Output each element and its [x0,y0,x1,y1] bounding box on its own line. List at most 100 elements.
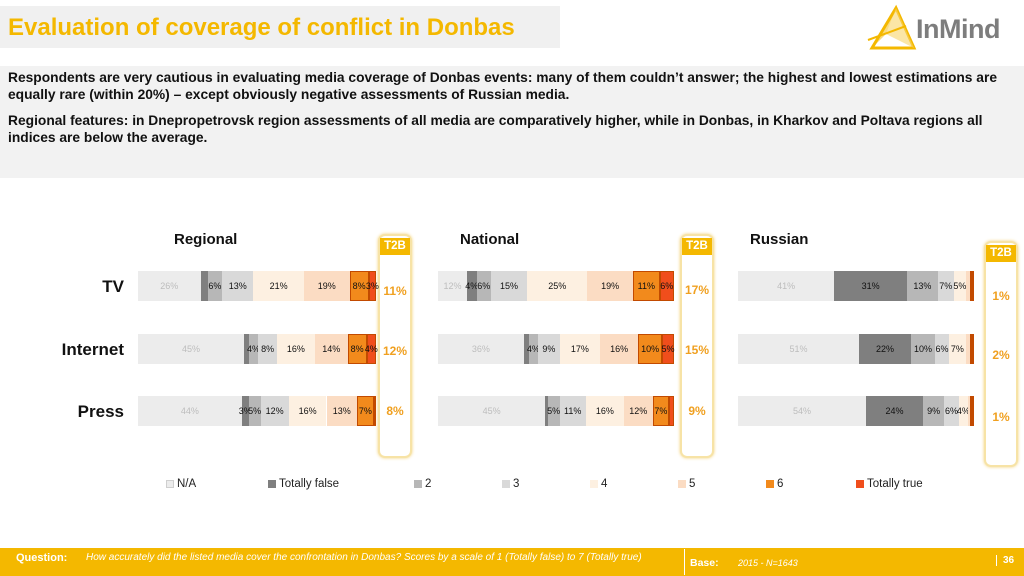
data-label: 6% [935,344,949,354]
data-label: 17% [570,344,589,354]
data-label: 8% [350,344,364,354]
data-label: 54% [793,406,812,416]
bar-segment-2: 4% [526,334,540,364]
legend-item-n/a: N/A [166,478,196,490]
data-label: 41% [777,281,796,291]
bar-segment-n/a: 26% [138,271,201,301]
legend-swatch [590,480,598,488]
bar-segment-5: 13% [326,396,358,426]
legend-label: Totally true [867,478,923,490]
data-label: 5% [953,281,967,291]
legend-label: 6 [777,478,784,490]
legend-swatch [268,480,276,488]
data-label: 9% [927,406,941,416]
t2b-value-regional-tv: 11% [383,284,407,298]
data-label: 12% [443,281,462,291]
data-label: 11% [563,406,582,416]
bar-segment-totally-false: 3% [238,396,252,426]
data-label: 45% [482,406,501,416]
question-label: Question: [16,552,68,564]
bar-segment-2: 4% [246,334,260,364]
question-text: How accurately did the listed media cove… [86,552,642,563]
bar-segment-4: 4% [956,396,970,426]
t2b-value-national-press: 9% [688,404,706,418]
data-label: 5% [661,344,675,354]
bar-segment-totally-false [523,334,529,364]
data-label: 13% [913,281,932,291]
bar-segment-totally-true [373,396,376,426]
bar-segment-3: 12% [260,396,289,426]
bar-segment-5: 12% [623,396,653,426]
legend-label: 2 [425,478,432,490]
triangle-logo-icon [867,4,917,50]
bar-segment-4: 21% [253,271,304,301]
bar-segment-totally-false [545,396,548,426]
t2b-header-regional: T2B [380,238,410,255]
legend-swatch [766,480,774,488]
bar-segment-3: 7% [937,271,955,301]
data-label: 25% [548,281,567,291]
legend-item-totally-true: Totally true [856,478,923,490]
data-label: 4% [526,344,540,354]
legend-item-6: 6 [766,478,783,490]
data-label: 6% [660,281,674,291]
category-label-tv: TV [102,277,124,296]
bar-segment-4: 25% [527,271,588,301]
bar-segment-3: 9% [538,334,560,364]
data-label: 4% [246,344,260,354]
bar-segment-2: 13% [907,271,938,301]
bar-segment-5 [965,334,971,364]
bar-segment-totally-false [200,271,208,301]
bar-segment-3: 6% [944,396,959,426]
data-label: 16% [298,406,317,416]
t2b-header-russian: T2B [986,245,1016,262]
lead-paragraph-1: Respondents are very cautious in evaluat… [8,70,998,102]
bar-segment-4: 17% [559,334,601,364]
bar-regional-press: 44% 3% 5% 12% 16% 13% 7% [138,396,376,426]
data-label: 5% [248,406,262,416]
bar-segment-2: 5% [547,396,561,426]
legend-label: 4 [601,478,608,490]
data-label: 24% [885,406,904,416]
data-label: 36% [471,344,490,354]
bar-segment-totally-false: 31% [834,271,908,301]
chart-legend: N/A Totally false 2 3 4 5 6 Totally true [0,478,1024,492]
bar-segment-n/a: 36% [438,334,524,364]
bar-segment-totally-false: 4% [465,271,478,301]
page-number: 36 [996,555,1020,566]
legend-swatch [856,480,864,488]
data-label: 13% [332,406,351,416]
data-label: 4% [956,406,970,416]
lead-paragraph-2: Regional features: in Dnepropetrovsk reg… [8,113,983,145]
data-label: 7% [358,406,372,416]
bar-segment-2: 9% [923,396,945,426]
bar-segment-n/a: 51% [738,334,859,364]
bar-segment-5: 19% [303,271,350,301]
footer-bar [0,548,1024,576]
legend-swatch [414,480,422,488]
bar-segment-3: 8% [258,334,278,364]
data-label: 7% [654,406,668,416]
base-label: Base: [690,557,719,569]
bar-segment-5 [968,396,971,426]
data-label: 3% [238,406,252,416]
bar-regional-tv: 26% 6% 13% 21% 19% 8% 3% [138,271,379,301]
data-label: 5% [547,406,561,416]
data-label: 8% [352,281,366,291]
bar-segment-totally-true [971,334,974,364]
legend-item-totally-false: Totally false [268,478,339,490]
bar-segment-6: 7% [357,396,374,426]
t2b-header-national: T2B [682,238,712,255]
data-label: 21% [269,281,288,291]
bar-segment-5: 19% [587,271,634,301]
bar-segment-6: 11% [633,271,660,301]
data-label: 12% [629,406,648,416]
bar-segment-n/a: 44% [138,396,242,426]
bar-national-internet: 36% 4% 9% 17% 16% 10% 5% [438,334,675,364]
chart-area [0,182,1024,550]
data-label: 31% [861,281,880,291]
base-text: 2015 - N=1643 [738,558,798,568]
bar-segment-2: 6% [207,271,223,301]
bar-segment-3: 13% [222,271,254,301]
t2b-value-russian-internet: 2% [992,348,1010,362]
